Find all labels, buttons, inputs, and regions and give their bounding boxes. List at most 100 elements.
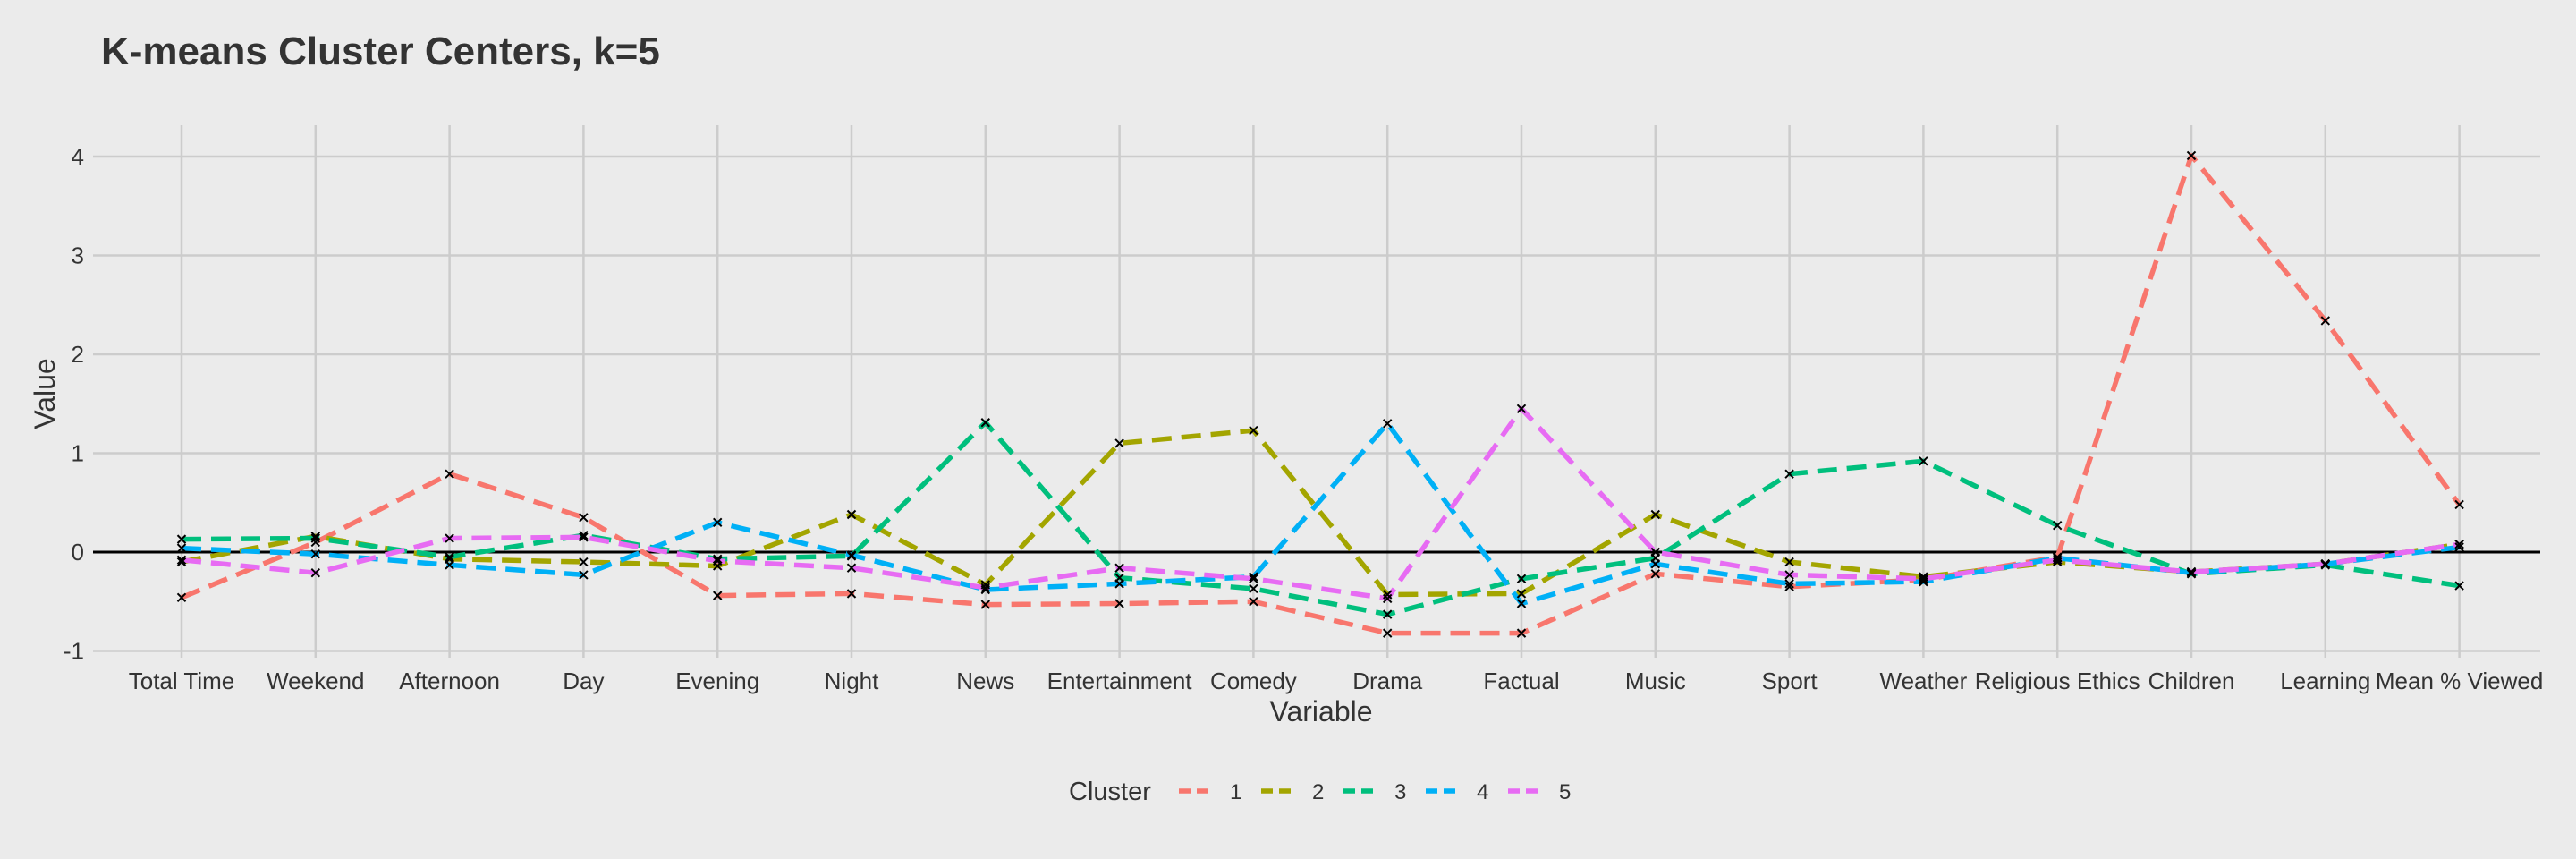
data-point-marker xyxy=(176,534,187,544)
data-point-marker xyxy=(1249,574,1258,584)
data-point-marker xyxy=(1382,593,1393,604)
data-point-marker xyxy=(445,552,454,562)
legend-label: 2 xyxy=(1312,780,1324,804)
data-point-marker xyxy=(1516,599,1527,608)
data-point-marker xyxy=(1114,563,1124,573)
data-point-marker xyxy=(1784,469,1794,479)
x-tick-label: Weather xyxy=(1880,668,1968,694)
data-point-marker xyxy=(176,555,187,566)
data-point-marker xyxy=(1784,579,1794,589)
x-tick-label: News xyxy=(956,668,1014,694)
data-point-marker xyxy=(1114,579,1124,589)
data-point-marker xyxy=(980,600,991,609)
data-point-marker xyxy=(2052,555,2063,566)
legend-item-2: 2 xyxy=(1261,780,1324,804)
data-point-marker xyxy=(846,589,857,599)
x-tick-label: Night xyxy=(825,668,879,694)
legend-item-4: 4 xyxy=(1426,780,1488,804)
series-4-line xyxy=(181,421,2460,607)
y-tick-label: 4 xyxy=(72,143,84,170)
x-tick-label: Learning xyxy=(2280,668,2370,694)
data-point-marker xyxy=(980,584,991,595)
data-point-marker xyxy=(1249,583,1258,594)
data-point-marker xyxy=(1919,576,1928,587)
y-tick-label: 3 xyxy=(72,242,84,269)
x-axis-ticks: Total Time Weekend Afternoon Day Evening Nigh… xyxy=(129,668,2544,694)
data-point-marker xyxy=(712,554,723,564)
data-point-marker xyxy=(1249,572,1258,582)
x-tick-label: Total Time xyxy=(129,668,235,694)
data-point-marker xyxy=(310,533,321,543)
data-point-marker xyxy=(2320,316,2331,326)
data-point-marker xyxy=(176,557,187,567)
chart-title: K-means Cluster Centers, k=5 xyxy=(101,30,660,73)
data-point-marker xyxy=(1516,628,1527,638)
legend-label: 4 xyxy=(1477,780,1488,804)
y-axis-ticks: -1 0 1 2 3 4 xyxy=(64,143,84,665)
data-point-marker xyxy=(2052,553,2063,563)
data-point-marker xyxy=(846,563,857,573)
data-point-marker xyxy=(1919,456,1928,466)
legend-label: 5 xyxy=(1559,780,1571,804)
y-tick-label: -1 xyxy=(64,638,84,665)
data-point-marker xyxy=(579,557,589,567)
data-point-marker xyxy=(1784,582,1794,591)
data-point-marker xyxy=(1650,547,1661,557)
data-point-marker xyxy=(2052,520,2063,531)
x-tick-label: Weekend xyxy=(267,668,364,694)
series-5-line xyxy=(181,406,2461,601)
data-point-marker xyxy=(1516,589,1527,599)
data-point-marker xyxy=(2454,542,2464,552)
x-tick-label: Drama xyxy=(1352,668,1423,694)
y-tick-label: 0 xyxy=(72,539,84,566)
x-tick-label: Factual xyxy=(1483,668,1559,694)
data-point-marker xyxy=(846,509,857,520)
legend-items: 1 2 3 4 5 xyxy=(1179,780,1571,804)
data-point-marker xyxy=(2454,539,2464,549)
y-tick-label: 1 xyxy=(72,440,84,467)
data-point-marker xyxy=(1249,597,1258,607)
data-point-marker xyxy=(445,469,454,479)
data-point-marker xyxy=(579,513,589,523)
legend: Cluster 1 2 3 4 5 xyxy=(1069,778,1571,806)
data-point-marker xyxy=(1516,404,1527,413)
data-point-marker xyxy=(310,567,321,578)
x-tick-label: Mean % Viewed xyxy=(2376,668,2543,694)
data-point-marker xyxy=(2186,150,2197,161)
x-tick-label: Afternoon xyxy=(399,668,500,694)
data-point-marker xyxy=(2186,566,2197,577)
y-axis-title: Value xyxy=(29,358,61,429)
data-point-marker xyxy=(310,532,321,541)
x-axis-title: Variable xyxy=(1269,695,1372,727)
data-point-marker xyxy=(712,556,723,566)
data-point-marker xyxy=(2454,499,2464,510)
data-point-marker xyxy=(980,418,991,428)
data-point-marker xyxy=(579,570,589,580)
x-tick-label: Sport xyxy=(1762,668,1818,694)
data-point-marker xyxy=(1650,559,1661,569)
data-point-marker xyxy=(176,543,187,553)
data-point-marker xyxy=(1114,438,1124,448)
x-tick-label: Day xyxy=(563,668,604,694)
data-point-marker xyxy=(1382,590,1393,600)
data-point-marker xyxy=(1114,599,1124,608)
legend-item-5: 5 xyxy=(1508,780,1571,804)
data-point-marker xyxy=(1919,574,1928,584)
data-point-marker xyxy=(2454,581,2464,591)
data-point-marker xyxy=(176,592,187,603)
x-tick-label: Entertainment xyxy=(1047,668,1193,694)
data-point-marker xyxy=(1650,569,1661,579)
x-tick-label: Religious Ethics xyxy=(1975,668,2140,694)
legend-item-1: 1 xyxy=(1179,780,1241,804)
x-tick-label: Evening xyxy=(675,668,759,694)
data-point-marker xyxy=(2052,557,2063,567)
data-point-marker xyxy=(579,532,589,542)
data-point-marker xyxy=(1382,419,1393,429)
legend-title: Cluster xyxy=(1069,778,1151,806)
data-point-marker xyxy=(579,531,589,540)
data-point-marker xyxy=(1650,509,1661,520)
data-point-marker xyxy=(2320,559,2331,569)
x-tick-label: Children xyxy=(2148,668,2235,694)
